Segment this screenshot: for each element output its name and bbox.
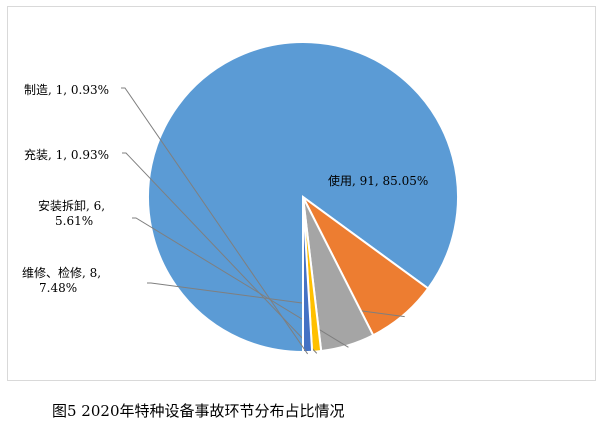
data-label-2: 安装拆卸, 6, 5.61% [38,198,105,228]
data-label-4: 制造, 1, 0.93% [24,83,109,97]
figure-caption: 图5 2020年特种设备事故环节分布占比情况 [52,402,345,420]
pie-slice-4 [302,196,314,354]
leader-line-3 [122,152,318,354]
leader-line-2 [132,217,349,348]
data-label-3: 充装, 1, 0.93% [24,147,109,162]
leader-line-4 [121,87,309,355]
pie-chart: 使用, 91, 85.05% 维修、检修, 8, 7.48% 安装拆卸, 6, 5.61… [22,41,459,355]
chart-frame: 使用, 91, 85.05% 维修、检修, 8, 7.48% 安装拆卸, 6, 5.61… [7,6,596,381]
data-label-1: 维修、检修, 8, 7.48% [22,265,101,295]
data-label-0: 使用, 91, 85.05% [328,173,428,188]
